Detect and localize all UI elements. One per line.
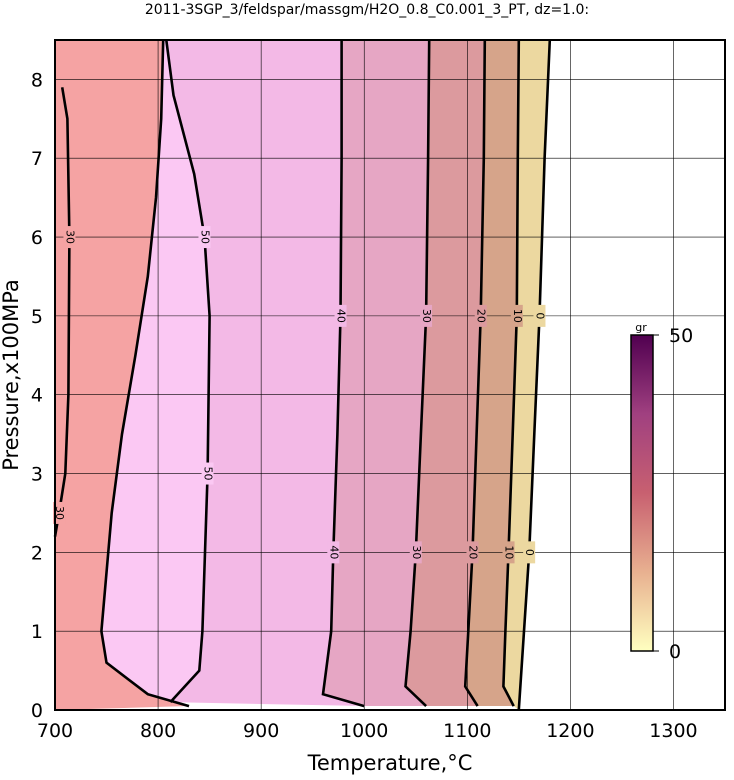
contour-label-bg [334,304,347,327]
x-tick-label: 1200 [546,720,594,742]
y-tick-label: 6 [31,227,43,249]
contour-line [165,39,211,703]
colorbar-tick-label: 50 [669,325,693,347]
contour-label-bg [474,304,487,327]
contour-band [166,40,365,707]
contour-label-bg [466,541,479,564]
y-tick-label: 7 [31,148,43,170]
contour-label: 20 [466,545,479,559]
contour-band [323,40,430,707]
contour-band [405,40,485,707]
chart-title: 2011-3SGP_3/feldspar/massgm/H2O_0.8_C0.0… [145,2,589,18]
x-tick-label: 700 [37,720,73,742]
contour-line [100,39,190,708]
x-tick-label: 1000 [340,720,388,742]
contour-line [502,39,521,707]
contour-line [321,40,365,708]
y-tick-label: 1 [31,621,43,643]
contour-label-bg [510,304,523,327]
y-tick-label: 5 [31,306,43,328]
contour-label: 10 [503,545,516,559]
contour-label-bg [420,304,433,327]
contour-band [101,40,210,707]
contour-label: 40 [327,545,340,559]
contour-label: 10 [511,309,524,323]
contour-label: 30 [410,545,423,559]
contour-label-bg [533,304,546,327]
y-axis-label: Pressure,x100MPa [0,279,23,471]
contour-band [465,40,519,707]
contour-label-bg [327,541,340,564]
contour-label: 50 [198,230,211,244]
plot-frame [54,39,726,711]
contour-label: 30 [63,230,76,244]
y-tick-label: 0 [31,700,43,722]
contour-label-bg [63,226,76,249]
contour-label-bg [198,226,211,249]
contour-label: 0 [523,549,536,556]
x-tick-label: 1100 [443,720,491,742]
y-tick-label: 2 [31,542,43,564]
contour-line [463,39,487,707]
x-tick-label: 900 [243,720,279,742]
contour-label: 30 [420,309,433,323]
contour-label: 30 [53,506,66,520]
y-tick-label: 3 [31,464,43,486]
x-axis-label: Temperature,°C [307,751,473,775]
contour-label: 40 [335,309,348,323]
contour-band [55,40,189,710]
contour-band [503,40,550,710]
y-tick-label: 8 [31,69,43,91]
contour-line [404,39,431,708]
contour-label: 20 [475,309,488,323]
contour-label: 0 [533,312,546,319]
x-tick-label: 800 [140,720,176,742]
contour-label-bg [502,541,515,564]
colorbar [630,334,654,652]
colorbar-label: gr [635,321,647,334]
y-tick-label: 4 [31,385,43,407]
x-tick-label: 1300 [649,720,697,742]
contour-line [517,39,552,711]
contour-label-bg [409,541,422,564]
contour-label-bg [523,541,536,564]
contour-label-bg [53,501,66,524]
colorbar-tick-label: 0 [669,641,681,663]
contour-label: 50 [202,467,215,481]
contour-label-bg [201,462,214,485]
